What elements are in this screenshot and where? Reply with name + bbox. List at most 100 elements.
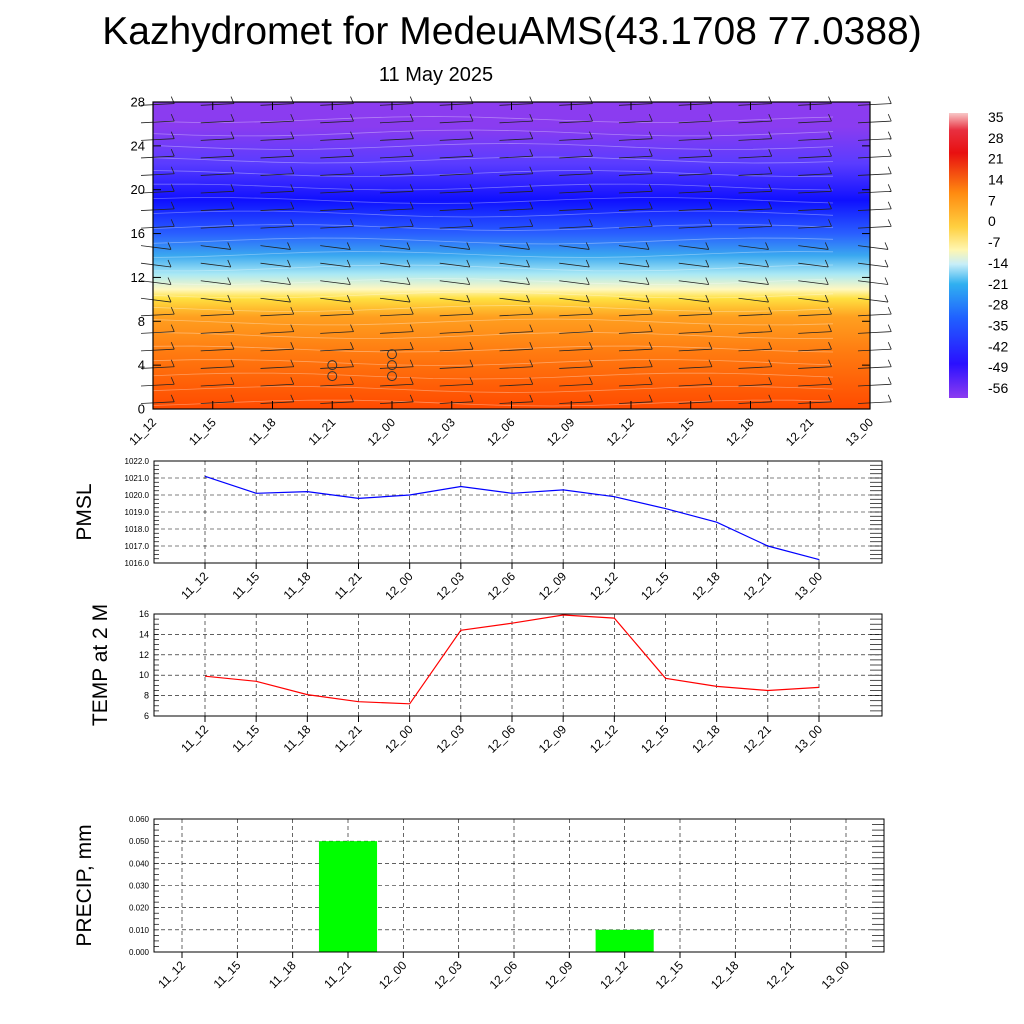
heatmap-x-tick-label: 12_06: [484, 415, 518, 449]
heatmap-x-tick-label: 12_15: [663, 415, 697, 449]
wind-barb-feather: [170, 166, 175, 174]
wind-barb-feather: [648, 113, 653, 122]
wind-barb: [200, 120, 235, 124]
wind-barb: [200, 313, 235, 317]
pmsl-panel-frame: [153, 460, 883, 564]
wind-barb-feather: [526, 277, 530, 285]
temp-panel-frame: [153, 613, 883, 717]
wind-barb: [379, 383, 414, 387]
wind-barb-feather: [469, 342, 474, 350]
wind-barb: [379, 366, 414, 369]
wind-barb-feather: [230, 377, 235, 385]
isotherm-line: [152, 224, 834, 231]
bar-panel-x-tick-label: 12_00: [376, 958, 410, 992]
wind-barb: [379, 280, 411, 285]
wind-barb: [379, 348, 414, 352]
pmsl-panel-x-tick-label: 13_00: [792, 569, 826, 603]
wind-barb-feather: [290, 149, 295, 157]
wind-barb-feather: [648, 324, 653, 332]
wind-barb: [559, 262, 590, 268]
temp-panel-x-tick-label: 13_00: [792, 722, 826, 756]
wind-barb-feather: [406, 242, 411, 250]
wind-barb: [738, 138, 772, 141]
wind-barb-feather: [230, 359, 235, 367]
wind-barb-feather: [765, 294, 769, 303]
wind-barb-feather: [466, 277, 471, 285]
wind-barb-feather: [350, 377, 354, 385]
temp-panel-y-tick-label: 10: [139, 670, 149, 680]
wind-barb: [439, 366, 474, 369]
pmsl-panel-y-tick-label: 1020.0: [125, 491, 150, 500]
colorbar-label: 14: [988, 172, 1004, 188]
precip-marker-circle: [327, 360, 338, 371]
pmsl-panel-x-tick-label: 12_21: [740, 569, 774, 603]
wind-barb-feather: [708, 394, 713, 402]
wind-barb: [618, 348, 653, 352]
wind-barb-feather: [768, 131, 773, 139]
wind-barb-feather: [589, 394, 593, 402]
colorbar-label: 21: [988, 151, 1004, 167]
wind-barb-feather: [529, 394, 534, 402]
wind-barb-feather: [469, 219, 474, 227]
isotherm-line: [152, 143, 834, 150]
wind-barb: [559, 155, 593, 159]
wind-barb-feather: [529, 201, 534, 209]
wind-barb: [260, 103, 294, 106]
wind-barb-feather: [469, 113, 474, 122]
wind-barb: [738, 120, 772, 124]
wind-barb-feather: [526, 294, 530, 303]
wind-barb-feather: [828, 342, 832, 350]
wind-barb: [379, 173, 414, 176]
isotherm-line: [152, 386, 834, 393]
temp-panel-y-tick-label: 12: [139, 650, 149, 660]
wind-barb-feather: [230, 201, 235, 209]
wind-barb-feather: [287, 242, 291, 250]
wind-barb-feather: [708, 219, 713, 227]
wind-barb-feather: [589, 306, 593, 315]
wind-barb-feather: [828, 306, 832, 315]
pmsl-panel-y-axis-title: PMSL: [73, 483, 96, 540]
heatmap-y-tick-label: 4: [138, 358, 145, 373]
wind-barb-feather: [529, 149, 534, 157]
colorbar-label: 7: [988, 192, 996, 208]
wind-barb: [499, 245, 530, 250]
wind-barb-feather: [645, 259, 650, 268]
wind-barb: [379, 103, 414, 106]
isotherm-line: [152, 359, 834, 366]
wind-barb-feather: [170, 149, 175, 157]
wind-barb: [140, 401, 175, 404]
precip-marker-circle: [327, 371, 338, 382]
wind-barb: [559, 313, 593, 317]
wind-barb: [798, 173, 832, 176]
bar-panel-x-tick-label: 12_21: [763, 958, 797, 992]
bar-panel-x-tick-label: 11_12: [155, 958, 188, 991]
pmsl-panel-x-tick-label: 11_18: [281, 569, 314, 602]
wind-barb: [798, 138, 832, 141]
wind-barb: [320, 383, 354, 387]
wind-barb: [260, 208, 294, 211]
wind-barb: [798, 348, 832, 352]
wind-barb-feather: [768, 219, 773, 227]
wind-barb: [857, 366, 892, 369]
temp-panel-x-tick-label: 12_15: [638, 722, 672, 756]
pmsl-panel-x-tick-label: 12_12: [587, 569, 621, 603]
heatmap-y-tick-label: 8: [138, 314, 145, 329]
isotherm-line: [152, 278, 834, 285]
colorbar-label: 0: [988, 213, 996, 229]
heatmap-x-tick-label: 12_18: [723, 415, 757, 449]
wind-barb: [200, 262, 231, 268]
wind-barb: [379, 155, 414, 159]
wind-barb: [379, 262, 411, 268]
bar-panel-x-tick-label: 13_00: [819, 958, 853, 992]
colorbar-label: -21: [988, 276, 1008, 292]
isotherm-line: [152, 332, 834, 339]
colorbar-label: -42: [988, 338, 1008, 354]
wind-barb-feather: [409, 113, 414, 122]
wind-barb: [439, 331, 474, 334]
wind-barb-feather: [648, 342, 653, 350]
wind-barb: [618, 280, 650, 285]
wind-barb-feather: [290, 342, 295, 350]
wind-barb: [499, 155, 533, 159]
wind-barb: [320, 120, 354, 124]
wind-barb: [738, 401, 772, 404]
